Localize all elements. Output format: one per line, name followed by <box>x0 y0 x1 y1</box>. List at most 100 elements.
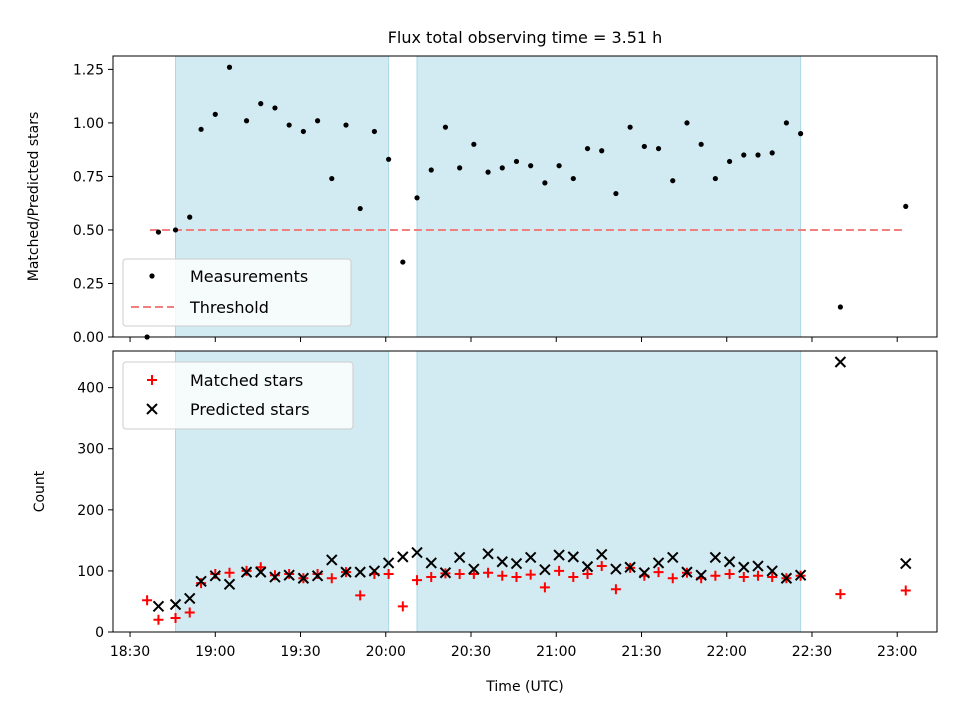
x-tick-label: 20:00 <box>366 644 406 660</box>
measurement-point <box>613 190 619 197</box>
measurement-point <box>698 141 704 147</box>
matched-star-point <box>710 570 721 581</box>
matched-star-point <box>255 562 266 573</box>
matched-star-point <box>582 568 593 579</box>
measurement-point <box>243 118 250 124</box>
legend-label-matched: Matched stars <box>190 371 303 390</box>
measurement-point <box>641 143 647 150</box>
x-axis-label: Time (UTC) <box>485 679 563 695</box>
predicted-star-point <box>354 566 366 578</box>
measurement-point <box>343 122 349 128</box>
predicted-star-point <box>169 598 182 611</box>
legend-label-threshold: Threshold <box>189 298 269 317</box>
y-tick-label: 0 <box>95 625 104 641</box>
matched-star-point <box>397 601 408 612</box>
predicted-star-point <box>482 548 494 560</box>
shaded-interval <box>416 350 802 633</box>
x-tick-label: 21:30 <box>621 644 661 660</box>
predicted-star-point <box>510 557 523 570</box>
legend-box <box>122 361 354 430</box>
predicted-star-point <box>453 551 466 564</box>
predicted-star-point <box>652 557 665 569</box>
matched-star-point <box>153 614 164 625</box>
y-tick-label: 300 <box>77 442 104 458</box>
measurement-point <box>485 169 491 175</box>
count-panel: 18:30 19:00 19:30 20:00 20:30 21:00 21:30 22:00… <box>32 350 938 695</box>
predicted-star-point <box>425 557 437 569</box>
legend-label-predicted: Predicted stars <box>190 400 310 419</box>
y-tick-label: 200 <box>77 503 104 519</box>
measurement-point <box>357 205 363 212</box>
y-tick-label: 0.25 <box>73 276 104 292</box>
measurement-point <box>655 145 662 152</box>
measurement-point <box>528 163 534 169</box>
measurement-point <box>386 156 392 162</box>
predicted-star-point <box>468 563 480 575</box>
measurement-point <box>741 152 747 158</box>
predicted-star-point <box>297 572 310 584</box>
x-tick-label: 19:00 <box>195 644 235 660</box>
predicted-star-point <box>581 560 594 573</box>
y-tick-label: 100 <box>77 564 104 580</box>
predicted-star-point <box>439 567 452 579</box>
predicted-star-point <box>780 572 793 584</box>
measurement-point <box>329 175 335 182</box>
x-tick-label: 19:30 <box>280 644 320 660</box>
measurement-point <box>584 145 591 152</box>
matched-star-point <box>539 582 550 593</box>
predicted-star-point <box>269 571 281 583</box>
legend-label-measurements: Measurements <box>190 267 308 286</box>
matched-star-point <box>269 570 280 581</box>
predicted-star-point <box>152 600 165 613</box>
predicted-star-point <box>596 548 608 561</box>
legend: Matched stars Predicted stars <box>122 361 354 430</box>
legend: Measurements Threshold <box>122 258 352 327</box>
matched-star-point <box>383 568 394 579</box>
matched-star-point <box>568 572 579 583</box>
matched-star-point <box>468 568 479 579</box>
measurement-point <box>755 152 761 158</box>
legend-marker-measurements <box>149 273 155 279</box>
y-tick-label: 1.25 <box>73 62 104 78</box>
predicted-star-point <box>195 575 207 588</box>
y-tick-label: 0.50 <box>73 223 104 239</box>
measurement-point <box>258 101 264 107</box>
matched-star-point <box>610 584 621 595</box>
measurement-point <box>513 158 520 165</box>
measurement-point <box>837 304 843 310</box>
predicted-star-point <box>766 565 778 577</box>
matched-star-point <box>412 575 423 586</box>
predicted-star-point <box>794 569 807 581</box>
matched-star-point <box>184 607 195 618</box>
measurement-point <box>226 64 233 70</box>
measurement-point <box>400 259 406 265</box>
predicted-star-point <box>311 570 324 582</box>
predicted-star-point <box>553 549 565 561</box>
measurement-point <box>684 120 690 126</box>
measurement-point <box>414 195 420 201</box>
matched-star-point <box>724 568 735 579</box>
predicted-star-point <box>223 578 236 591</box>
measurement-point <box>726 158 733 165</box>
chart-title: Flux total observing time = 3.51 h <box>388 28 663 47</box>
measurement-point <box>442 124 449 130</box>
predicted-star-point <box>411 546 423 559</box>
x-tick-label: 18:30 <box>110 644 150 660</box>
predicted-star-point <box>900 557 912 570</box>
x-tick-label: 23:00 <box>877 644 917 660</box>
legend-box <box>122 258 352 327</box>
measurement-point <box>371 128 378 135</box>
matched-star-point <box>525 569 536 580</box>
plot-frame <box>112 55 938 338</box>
measurement-point <box>471 141 477 147</box>
predicted-star-point <box>496 556 508 568</box>
measurement-point <box>172 227 179 233</box>
predicted-star-point <box>240 566 253 578</box>
x-tick-label: 22:00 <box>707 644 747 660</box>
predicted-star-point <box>368 565 381 577</box>
measurement-point <box>314 118 321 124</box>
predicted-star-point <box>752 560 764 572</box>
predicted-star-point <box>340 566 352 578</box>
matched-star-point <box>312 568 323 579</box>
